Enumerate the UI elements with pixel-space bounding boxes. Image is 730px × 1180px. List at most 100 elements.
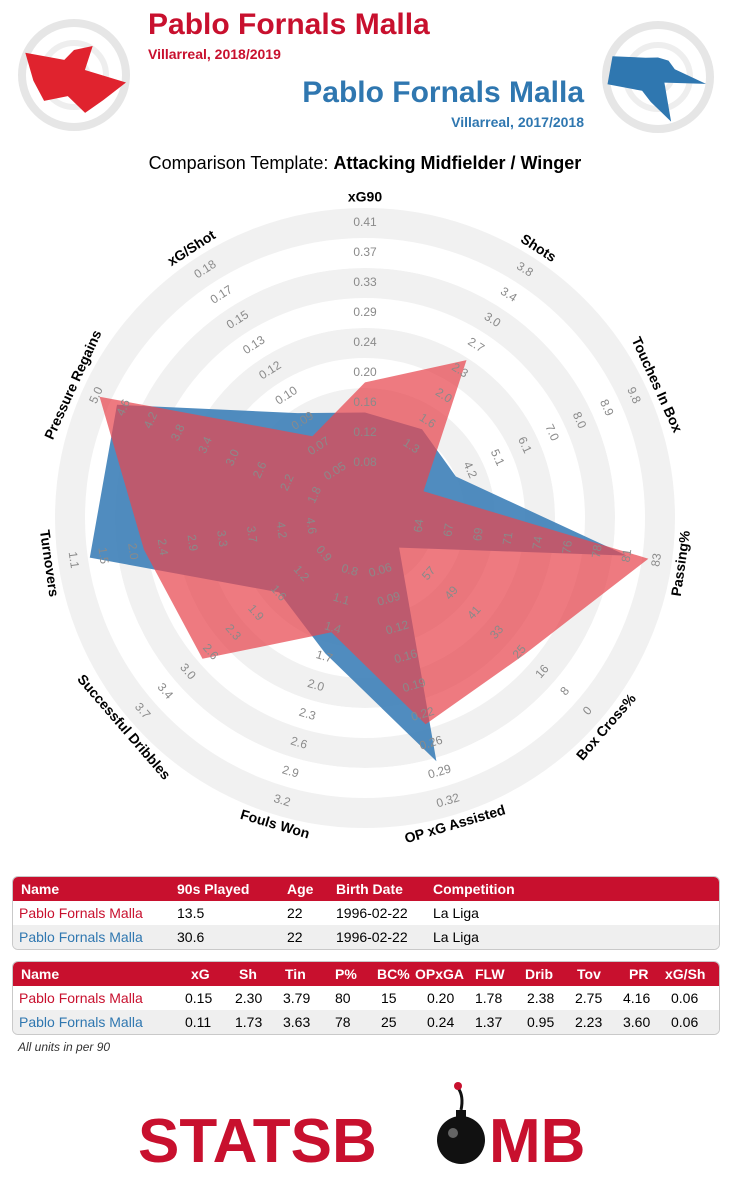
info-header-90s: 90s Played	[177, 881, 250, 897]
stats-row2-p: 78	[335, 1014, 351, 1030]
tick-label: 0.12	[353, 425, 377, 439]
stats-header-xg: xG	[191, 966, 210, 982]
info-header-competition: Competition	[433, 881, 515, 897]
tick-label: 0.24	[353, 335, 377, 349]
tick-label: 0.22	[409, 704, 436, 724]
tick-label: 1.5	[95, 546, 111, 565]
tick-label: 0.20	[353, 365, 377, 379]
stats-row1-sh: 2.30	[235, 990, 263, 1006]
tick-label: 2.0	[125, 542, 141, 561]
tick-label: 6.1	[515, 434, 535, 455]
stats-header-p: P%	[335, 966, 357, 982]
tick-label: 3.3	[214, 529, 230, 548]
tick-label: 2.9	[281, 762, 301, 780]
tick-label: 1.1	[66, 551, 82, 570]
tick-label: 0.29	[426, 761, 453, 781]
tick-label: 83	[648, 552, 664, 568]
stats-row2-opxga: 0.24	[427, 1014, 455, 1030]
tick-label: 0.37	[353, 245, 377, 259]
radar-ring	[55, 208, 675, 828]
tick-label: 76	[559, 539, 575, 555]
tick-label: 0.16	[353, 395, 377, 409]
axis-label: xG90	[348, 189, 382, 205]
stats-row1-tin: 3.79	[283, 990, 311, 1006]
tick-label: 64	[411, 518, 427, 534]
series-2018-2019-polygon	[99, 360, 649, 725]
tick-label: 7.0	[542, 422, 562, 443]
comparison-template: Comparison Template: Attacking Midfielde…	[0, 153, 730, 174]
mini-polygon	[607, 56, 706, 122]
player1-season: Villarreal, 2018/2019	[148, 46, 281, 62]
stats-row1-opxga: 0.20	[427, 990, 455, 1006]
stats-header-tov: Tov	[577, 966, 601, 982]
tick-label: 0.41	[353, 215, 377, 229]
stats-row1-pr: 4.16	[623, 990, 651, 1006]
stats-row2-name: Pablo Fornals Malla	[19, 1014, 143, 1030]
table-row: Pablo Fornals Malla 0.11 1.73 3.63 78 25…	[13, 1010, 719, 1034]
units-note: All units in per 90	[18, 1040, 111, 1054]
info-row1-90s: 13.5	[177, 905, 205, 921]
stats-row2-xg: 0.11	[185, 1014, 212, 1030]
tick-label: 2.3	[297, 705, 317, 723]
tick-label: 2.6	[289, 734, 309, 752]
tick-label: 3.8	[168, 422, 188, 443]
tick-label: 3.2	[272, 791, 292, 809]
table-row: Pablo Fornals Malla 30.6 22 1996-02-22 L…	[13, 925, 719, 949]
info-table: Name 90s Played Age Birth Date Competiti…	[12, 876, 720, 950]
tick-label: 3.0	[223, 447, 243, 468]
stats-header-bc: BC%	[377, 966, 410, 982]
stats-row2-flw: 1.37	[475, 1014, 503, 1030]
tick-label: 0.8	[340, 561, 360, 579]
tick-label: 3.4	[195, 434, 215, 455]
info-table-header: Name 90s Played Age Birth Date Competiti…	[13, 877, 719, 901]
tick-label: 74	[529, 535, 545, 551]
stats-row1-bc: 15	[381, 990, 397, 1006]
tick-label: 8.9	[597, 397, 617, 418]
stats-row1-drib: 2.38	[527, 990, 555, 1006]
stats-row2-tov: 2.23	[575, 1014, 603, 1030]
stats-row2-pr: 3.60	[623, 1014, 651, 1030]
tick-label: 0.09	[375, 589, 402, 609]
tick-label: 1.1	[331, 590, 351, 608]
statsbomb-logo: STATSB MB	[138, 1082, 585, 1170]
tick-label: 2.2	[277, 472, 297, 493]
tick-label: 1.7	[314, 647, 334, 665]
info-row1-competition: La Liga	[433, 905, 479, 921]
tick-label: 4.2	[141, 409, 161, 430]
tick-label: 5.0	[86, 384, 106, 405]
stats-header-drib: Drib	[525, 966, 553, 982]
tick-label: 4.6	[303, 516, 319, 535]
player1-mini-radar	[18, 19, 130, 131]
stats-header-tin: Tin	[285, 966, 306, 982]
tick-label: 5.1	[488, 447, 508, 468]
info-row1-name: Pablo Fornals Malla	[19, 905, 143, 921]
info-row1-birth: 1996-02-22	[336, 905, 408, 921]
tick-label: 8.0	[570, 410, 590, 431]
tick-label: 2.9	[185, 534, 201, 553]
stats-header-sh: Sh	[239, 966, 257, 982]
tick-label: 1.8	[304, 484, 324, 505]
stats-row1-p: 80	[335, 990, 351, 1006]
stats-row1-tov: 2.75	[575, 990, 603, 1006]
tick-label: 0.29	[353, 305, 377, 319]
stats-row2-sh: 1.73	[235, 1014, 263, 1030]
info-row2-90s: 30.6	[177, 929, 205, 945]
stats-header-xgsh: xG/Sh	[665, 966, 706, 982]
info-header-age: Age	[287, 881, 314, 897]
tick-label: 2.4	[155, 538, 171, 557]
radar-polygons	[89, 360, 649, 762]
info-row2-name: Pablo Fornals Malla	[19, 929, 143, 945]
tick-label: 78	[589, 543, 605, 559]
player2-mini-radar	[602, 21, 714, 133]
tick-label: 3.7	[244, 525, 260, 544]
stats-header-pr: PR	[629, 966, 649, 982]
tick-label: 0.06	[367, 560, 394, 580]
tick-label: 0.33	[353, 275, 377, 289]
tick-label: 71	[500, 531, 516, 547]
stats-header-opxga: OPxGA	[415, 966, 465, 982]
stats-row1-xgsh: 0.06	[671, 990, 699, 1006]
stats-row2-drib: 0.95	[527, 1014, 555, 1030]
tick-label: 81	[619, 548, 635, 564]
player2-season: Villarreal, 2017/2018	[451, 114, 584, 130]
stats-row1-xg: 0.15	[185, 990, 213, 1006]
